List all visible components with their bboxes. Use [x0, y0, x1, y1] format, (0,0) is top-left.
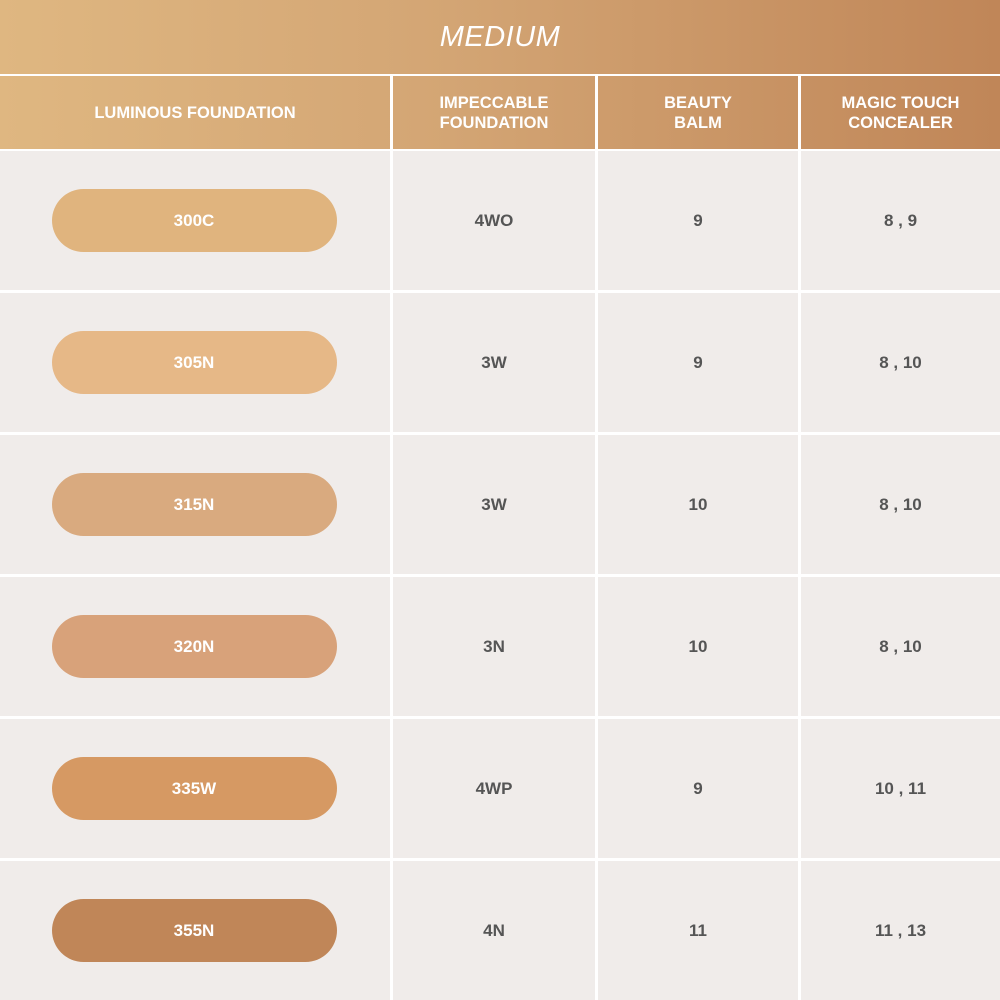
cell-beauty-balm: 10: [598, 577, 798, 716]
cell-impeccable-foundation: 4WP: [393, 719, 595, 858]
header-impeccable-foundation: IMPECCABLE FOUNDATION: [393, 76, 595, 149]
cell-value: 9: [693, 352, 703, 372]
cell-value: 8 , 10: [879, 636, 922, 656]
cell-beauty-balm: 10: [598, 435, 798, 574]
cell-value: 8 , 10: [879, 352, 922, 372]
cell-beauty-balm: 9: [598, 293, 798, 432]
cell-impeccable-foundation: 3W: [393, 293, 595, 432]
cell-magic-touch-concealer: 11 , 13: [801, 861, 1000, 1000]
cell-value: 8 , 10: [879, 494, 922, 514]
table-title: MEDIUM: [0, 0, 1000, 74]
shade-swatch: 300C: [51, 189, 337, 252]
cell-luminous-foundation: 355N: [0, 861, 390, 1000]
header-beauty-balm: BEAUTY BALM: [598, 76, 798, 149]
header-luminous-foundation: LUMINOUS FOUNDATION: [0, 76, 390, 149]
table-row: 335W 4WP 9 10 , 11: [0, 719, 1000, 858]
table-row: 355N 4N 11 11 , 13: [0, 861, 1000, 1000]
cell-value: 9: [693, 778, 703, 798]
cell-magic-touch-concealer: 8 , 10: [801, 577, 1000, 716]
table-row: 305N 3W 9 8 , 10: [0, 293, 1000, 432]
cell-value: 11: [689, 920, 707, 940]
cell-value: 3N: [483, 636, 505, 656]
shade-swatch: 335W: [51, 757, 337, 820]
cell-impeccable-foundation: 3N: [393, 577, 595, 716]
cell-magic-touch-concealer: 10 , 11: [801, 719, 1000, 858]
cell-luminous-foundation: 315N: [0, 435, 390, 574]
header-row: LUMINOUS FOUNDATION IMPECCABLE FOUNDATION…: [0, 76, 1000, 149]
cell-value: 10: [688, 494, 708, 514]
cell-value: 11 , 13: [874, 920, 927, 940]
table-row: 300C 4WO 9 8 , 9: [0, 151, 1000, 290]
cell-value: 10 , 11: [874, 778, 927, 798]
shade-swatch: 320N: [51, 615, 337, 678]
cell-beauty-balm: 9: [598, 151, 798, 290]
cell-value: 4WP: [475, 778, 513, 798]
cell-value: 3W: [481, 352, 507, 372]
cell-value: 3W: [481, 494, 507, 514]
cell-value: 4WO: [474, 210, 514, 230]
shade-swatch: 305N: [51, 331, 337, 394]
cell-luminous-foundation: 305N: [0, 293, 390, 432]
cell-luminous-foundation: 300C: [0, 151, 390, 290]
shade-swatch: 355N: [51, 899, 337, 962]
cell-value: 10: [688, 636, 708, 656]
cell-beauty-balm: 9: [598, 719, 798, 858]
cell-value: 8 , 9: [883, 210, 918, 230]
table-row: 315N 3W 10 8 , 10: [0, 435, 1000, 574]
cell-impeccable-foundation: 3W: [393, 435, 595, 574]
cell-beauty-balm: 11: [598, 861, 798, 1000]
cell-impeccable-foundation: 4N: [393, 861, 595, 1000]
cell-magic-touch-concealer: 8 , 10: [801, 293, 1000, 432]
shade-swatch: 315N: [51, 473, 337, 536]
cell-luminous-foundation: 335W: [0, 719, 390, 858]
header-magic-touch-concealer: MAGIC TOUCH CONCEALER: [801, 76, 1000, 149]
cell-magic-touch-concealer: 8 , 9: [801, 151, 1000, 290]
table-row: 320N 3N 10 8 , 10: [0, 577, 1000, 716]
cell-value: 9: [693, 210, 703, 230]
cell-value: 4N: [483, 920, 505, 940]
cell-luminous-foundation: 320N: [0, 577, 390, 716]
cell-magic-touch-concealer: 8 , 10: [801, 435, 1000, 574]
cell-impeccable-foundation: 4WO: [393, 151, 595, 290]
